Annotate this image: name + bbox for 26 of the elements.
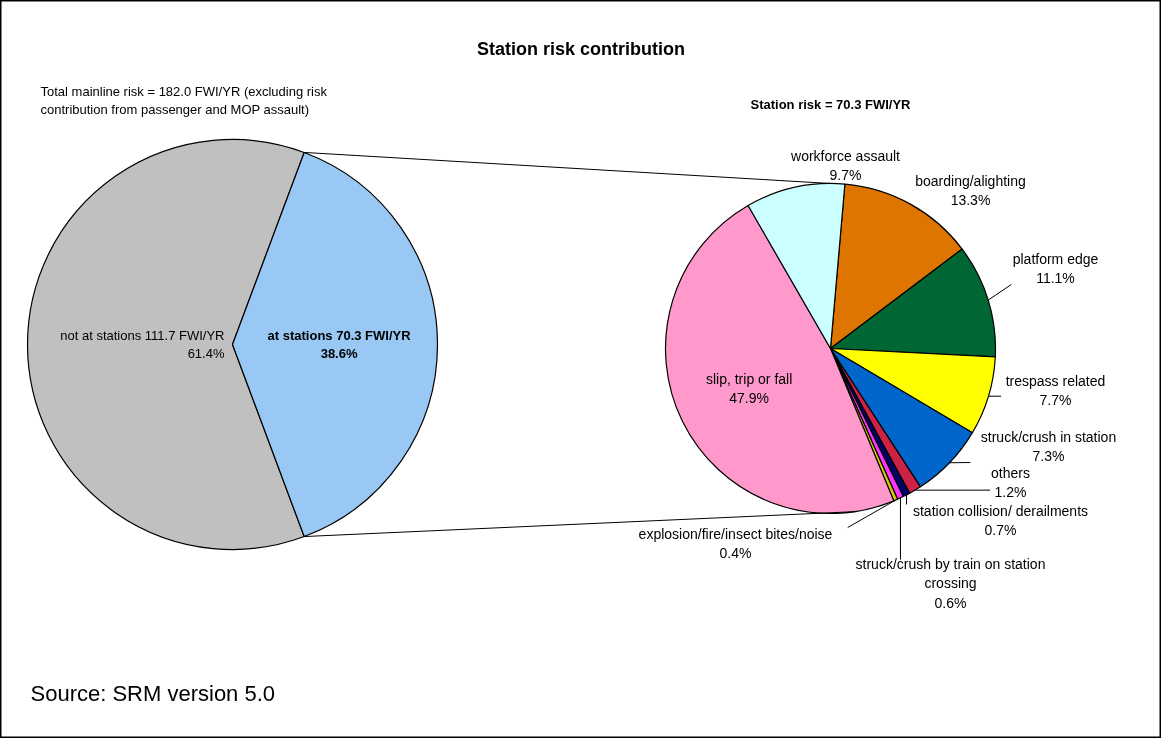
data-label: 0.7% xyxy=(984,522,1017,539)
slice-label: station collision/ derailments xyxy=(912,502,1089,519)
slice-label: not at stations 111.7 FWI/YR 61.4% xyxy=(60,328,225,361)
data-label: 0.4% xyxy=(719,545,752,562)
data-label: 9.7% xyxy=(829,167,862,184)
slice-label: at stations 70.3 FWI/YR 38.6% xyxy=(267,328,412,361)
data-label: 0.6% xyxy=(934,594,967,611)
slice-label: slip, trip or fall xyxy=(705,371,793,388)
chart-subtitle: Total mainline risk = 182.0 FWI/YR (excluding risk contribution from passenger and MOP assault) xyxy=(40,83,328,117)
data-label: 7.3% xyxy=(1032,448,1065,465)
slice-label: workforce assault xyxy=(790,147,901,164)
chart-subtitle: Station risk = 70.3 FWI/YR xyxy=(750,96,912,112)
data-label: 47.9% xyxy=(729,390,769,407)
slice-label: explosion/fire/insect bites/noise xyxy=(638,525,833,542)
slice-label: struck/crush in station xyxy=(980,428,1117,445)
data-label: 11.1% xyxy=(1036,270,1075,287)
data-label: 7.7% xyxy=(1039,392,1072,409)
data-label: 13.3% xyxy=(950,192,991,209)
slice-label: platform edge xyxy=(1012,250,1099,267)
text: Station risk contribution xyxy=(477,38,686,59)
slice-label: trespass related xyxy=(1005,372,1106,389)
slice-label: struck/crush by train on station crossing xyxy=(855,556,1046,592)
slice-label: boarding/alighting xyxy=(915,172,1026,189)
data-label: 1.2% xyxy=(994,484,1027,501)
source-note: Source: SRM version 5.0 xyxy=(30,681,276,706)
slice-label: others xyxy=(991,464,1030,481)
